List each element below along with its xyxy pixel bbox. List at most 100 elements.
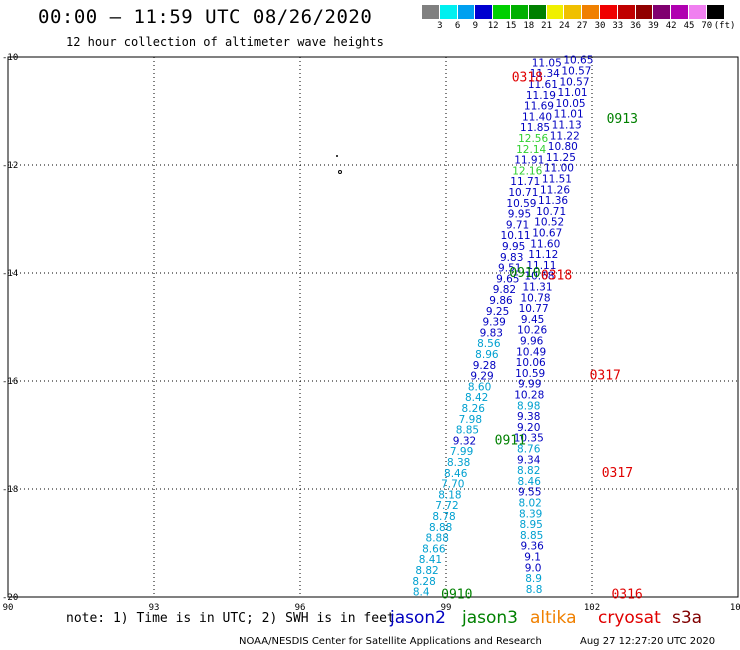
wave-height-value: 11.40 xyxy=(522,111,552,123)
wave-height-value: 11.22 xyxy=(550,130,580,142)
wave-height-value: 9.45 xyxy=(521,314,544,326)
wave-height-value: 8.4 xyxy=(413,587,430,599)
lat-tick-label: -10 xyxy=(2,53,18,63)
wave-height-value: 11.13 xyxy=(552,120,582,132)
legend-s3a: s3a xyxy=(672,608,703,628)
color-scale-label: 30 xyxy=(594,21,606,31)
wave-height-value: 10.67 xyxy=(532,228,562,240)
wave-height-value: 8.88 xyxy=(429,522,452,534)
wave-height-value: 9.32 xyxy=(453,435,476,447)
wave-height-value: 9.83 xyxy=(500,252,523,264)
wave-height-value: 9.71 xyxy=(506,219,529,231)
legend-cryosat: cryosat xyxy=(598,608,661,628)
color-scale-label: 9 xyxy=(472,21,479,31)
wave-height-value: 8.98 xyxy=(517,400,540,412)
wave-height-value: 11.60 xyxy=(530,238,560,250)
pass-id-label: 0910 xyxy=(509,266,540,281)
wave-height-value: 9.0 xyxy=(525,562,542,574)
color-scale-label: 45 xyxy=(683,21,695,31)
color-scale-label: 6 xyxy=(454,21,461,31)
wave-height-value: 8.42 xyxy=(465,392,488,404)
wave-height-value: 10.71 xyxy=(508,187,538,199)
wave-height-value: 11.26 xyxy=(540,184,570,196)
wave-height-value: 10.71 xyxy=(536,206,566,218)
pass-id-label: 0911 xyxy=(495,433,526,448)
lon-tick-label: 93 xyxy=(149,603,160,613)
wave-height-value: 11.12 xyxy=(528,249,558,261)
lon-tick-label: 96 xyxy=(295,603,306,613)
wave-height-value: 10.57 xyxy=(561,66,591,78)
wave-height-value: 8.76 xyxy=(517,444,541,456)
wave-height-value: 11.00 xyxy=(544,163,574,175)
color-scale-labels: 3 6 9 12 15 18 21 24 27 30 33 36 39 42 45 70 (ft) xyxy=(422,21,740,35)
lat-tick-label: -16 xyxy=(2,377,18,387)
lat-tick-label: -20 xyxy=(2,593,18,603)
color-scale-label: 15 xyxy=(505,21,517,31)
color-scale-label: 33 xyxy=(612,21,624,31)
wave-height-value: 11.69 xyxy=(524,101,554,113)
color-scale-cell xyxy=(706,5,725,19)
wave-height-value: 11.01 xyxy=(558,87,588,99)
wave-height-value: 11.19 xyxy=(526,90,556,102)
lon-tick-label: 99 xyxy=(441,603,452,613)
color-scale-cell xyxy=(688,5,707,19)
wave-height-value: 8.38 xyxy=(447,457,470,469)
color-scale-label: 21 xyxy=(541,21,553,31)
wave-height-value: 8.56 xyxy=(477,338,501,350)
legend-jason3: jason3 xyxy=(462,608,518,628)
wave-height-value: 9.55 xyxy=(518,487,541,499)
wave-height-value: 9.34 xyxy=(517,454,541,466)
page-title: 00:00 — 11:59 UTC 08/26/2020 xyxy=(38,6,373,28)
wave-height-value: 9.20 xyxy=(517,422,540,434)
wave-height-value: 8.9 xyxy=(525,573,542,585)
wave-height-value: 9.1 xyxy=(524,552,541,564)
color-scale-cell xyxy=(635,5,654,19)
color-scale-bar xyxy=(422,5,725,19)
wave-height-value: 8.82 xyxy=(415,565,438,577)
color-scale-cell xyxy=(564,5,583,19)
wave-height-value: 10.78 xyxy=(521,292,551,304)
pass-id-label: 0317 xyxy=(590,369,621,384)
wave-height-value: 8.88 xyxy=(426,533,449,545)
wave-height-value: 10.11 xyxy=(501,230,531,242)
color-scale-cell xyxy=(457,5,476,19)
wave-height-value: 8.95 xyxy=(519,519,542,531)
wave-height-value: 9.28 xyxy=(473,360,496,372)
wave-height-value: 9.96 xyxy=(520,336,544,348)
lon-tick-label: 90 xyxy=(3,603,14,613)
wave-height-value: 8.02 xyxy=(518,498,541,510)
color-scale-cell xyxy=(528,5,547,19)
wave-height-value: 11.34 xyxy=(530,68,560,80)
color-scale-cell xyxy=(422,5,440,19)
color-scale-label: 70 xyxy=(701,21,713,31)
wave-height-value: 8.85 xyxy=(520,530,543,542)
wave-height-value: 9.51 xyxy=(498,263,521,275)
color-scale-cell xyxy=(617,5,636,19)
color-scale-cell xyxy=(599,5,618,19)
wave-height-value: 12.56 xyxy=(518,133,548,145)
wave-height-value: 11.91 xyxy=(514,155,544,167)
wave-height-value: 11.61 xyxy=(528,79,558,91)
wave-height-value: 10.65 xyxy=(563,55,593,67)
color-scale-cell xyxy=(582,5,600,19)
color-scale-cell xyxy=(475,5,494,19)
wave-height-value: 9.39 xyxy=(482,317,505,329)
wave-height-value: 11.51 xyxy=(542,174,572,186)
wave-height-value: 10.49 xyxy=(516,346,546,358)
lat-tick-label: -18 xyxy=(2,485,18,495)
wave-height-value: 11.71 xyxy=(510,176,540,188)
color-scale-label: 36 xyxy=(630,21,642,31)
color-scale-label: 42 xyxy=(665,21,677,31)
color-scale-label: 3 xyxy=(437,21,443,31)
color-scale-cell xyxy=(510,5,529,19)
wave-height-value: 8.82 xyxy=(517,465,540,477)
legend-altika: altika xyxy=(530,608,577,628)
island-mark xyxy=(338,170,342,174)
wave-height-value: 9.99 xyxy=(518,379,541,391)
wave-height-value: 8.41 xyxy=(419,554,442,566)
wave-height-value: 9.25 xyxy=(486,306,509,318)
timestamp-text: Aug 27 12:27:20 UTC 2020 xyxy=(580,636,716,647)
lat-tick-label: -12 xyxy=(2,161,18,171)
wave-height-value: 9.65 xyxy=(496,273,519,285)
wave-height-value: 12.14 xyxy=(516,144,546,156)
